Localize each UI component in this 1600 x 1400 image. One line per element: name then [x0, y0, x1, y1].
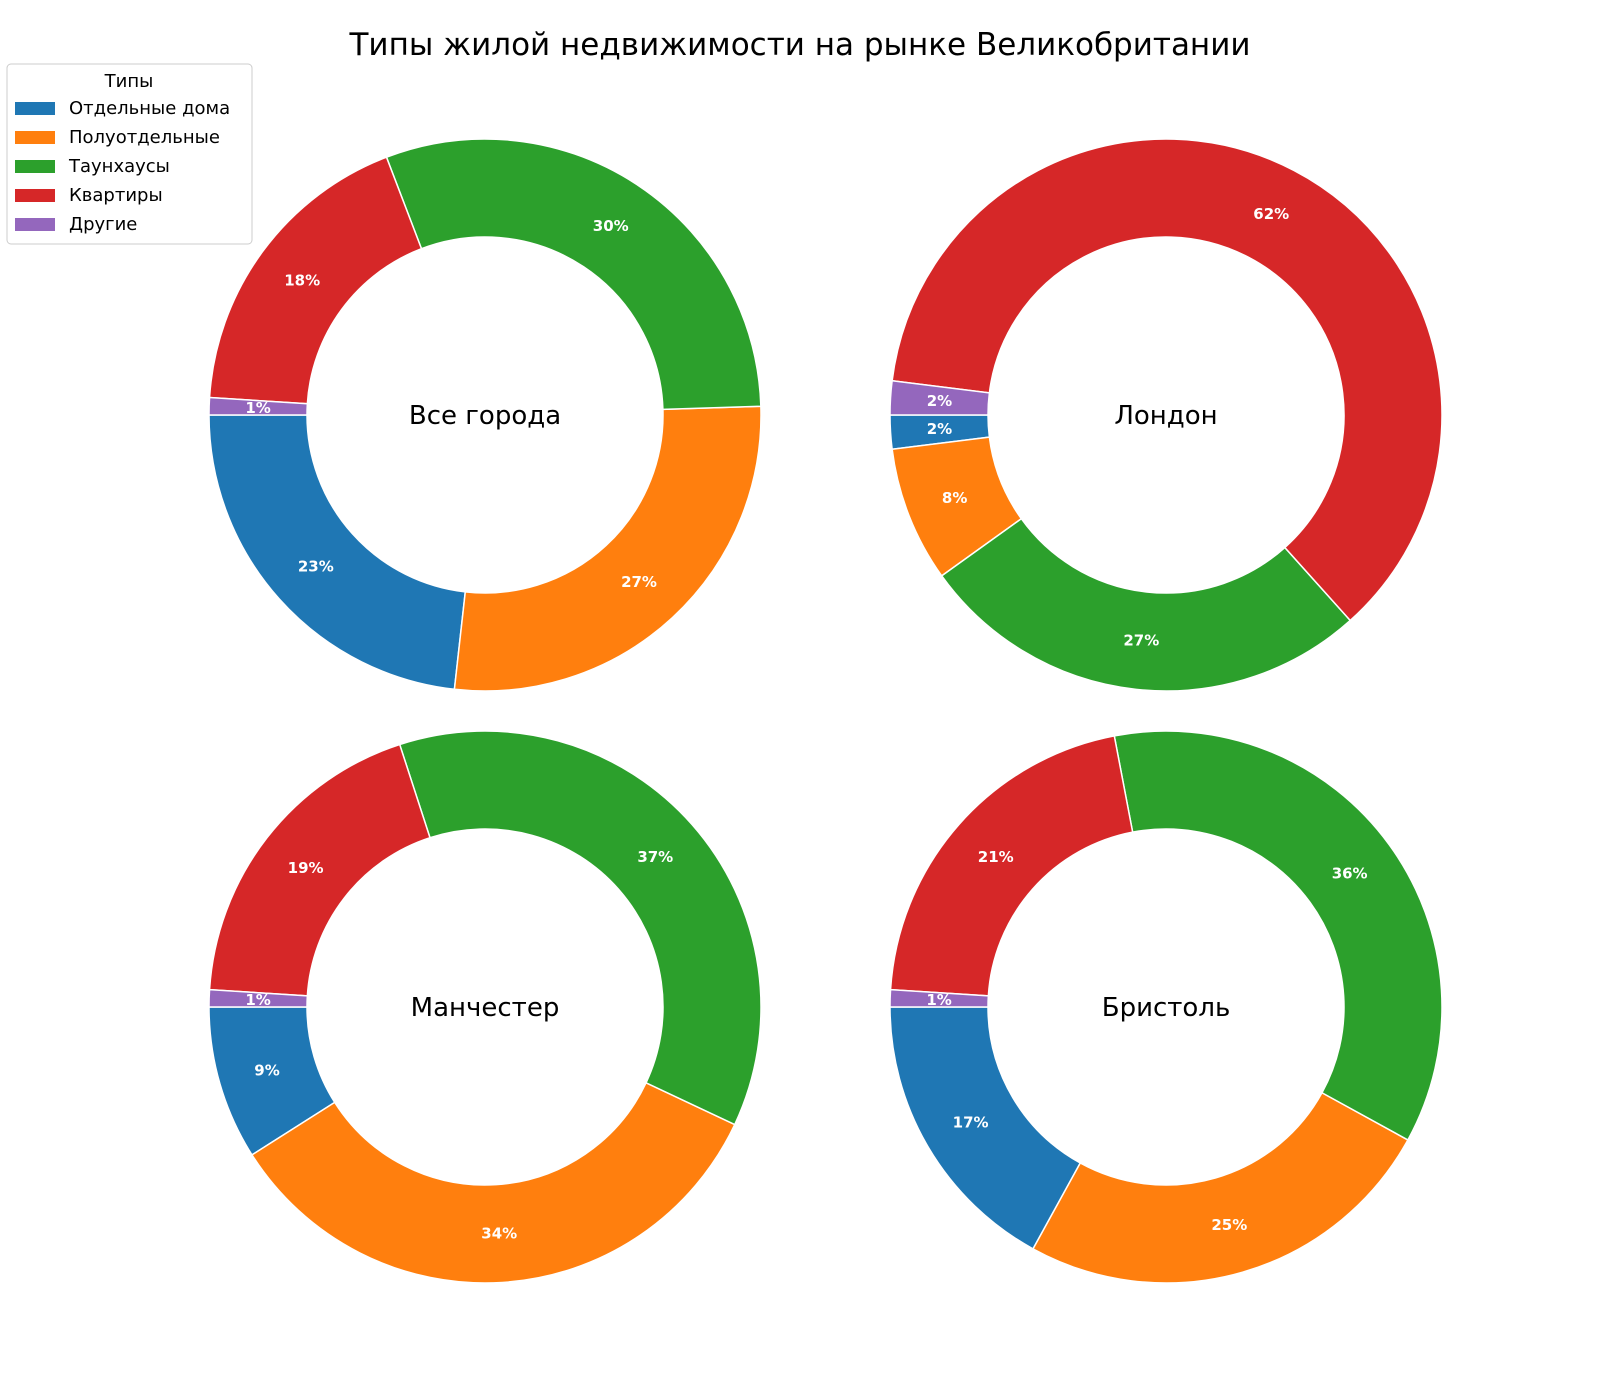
slice-percent-label: 1% — [245, 399, 270, 417]
slice-percent-label: 37% — [637, 848, 673, 866]
legend-entry-label: Полуотдельные — [69, 127, 220, 148]
legend-swatch — [15, 131, 55, 144]
slice-percent-label: 25% — [1211, 1216, 1247, 1234]
slice-percent-label: 30% — [593, 217, 629, 235]
slice-percent-label: 18% — [284, 271, 320, 289]
donut-chart: 23% 27% 30% 18% 1% Все города — [208, 138, 762, 692]
legend-entry-label: Таунхаусы — [68, 156, 170, 177]
legend-entry-label: Другие — [69, 214, 137, 235]
donut-slice — [250, 1081, 736, 1284]
slice-percent-label: 2% — [927, 392, 952, 410]
slice-percent-label: 1% — [926, 991, 951, 1009]
donut-slice — [208, 988, 309, 1008]
legend-title: Типы — [104, 71, 154, 92]
donut-slice — [208, 414, 467, 691]
slice-percent-label: 21% — [978, 848, 1014, 866]
slice-percent-label: 8% — [942, 489, 967, 507]
donut-slice — [453, 405, 762, 692]
donut-slice — [208, 396, 309, 416]
donut-slice — [889, 988, 990, 1008]
slice-percent-label: 1% — [245, 991, 270, 1009]
legend-entry-label: Квартиры — [69, 185, 163, 206]
donut-center-label: Манчестер — [411, 993, 560, 1023]
donut-center-label: Бристоль — [1102, 993, 1231, 1023]
slice-percent-label: 2% — [927, 420, 952, 438]
donut-slice — [385, 138, 762, 411]
legend: Типы Отдельные дома Полуотдельные Таунхаус… — [6, 63, 253, 245]
chart-title: Типы жилой недвижимости на рынке Великоб… — [349, 27, 1251, 63]
slice-percent-label: 27% — [621, 573, 657, 591]
donut-slice — [398, 730, 762, 1126]
slice-percent-label: 34% — [481, 1225, 517, 1243]
legend-swatch — [15, 218, 55, 231]
donut-slice — [889, 379, 991, 416]
legend-swatch — [15, 102, 55, 115]
donut-slice — [1113, 730, 1443, 1141]
slice-percent-label: 17% — [953, 1114, 989, 1132]
donut-slice — [891, 138, 1443, 622]
slice-percent-label: 62% — [1253, 205, 1289, 223]
slice-percent-label: 23% — [298, 557, 334, 575]
donut-charts: 23% 27% 30% 18% 1% Все города 2% 8% 27% 62% 2% Лонд… — [208, 138, 1443, 1284]
legend-swatch — [15, 160, 55, 173]
legend-frame — [6, 63, 253, 245]
legend-swatch — [15, 189, 55, 202]
donut-chart: 9% 34% 37% 19% 1% Манчестер — [208, 730, 762, 1284]
slice-percent-label: 19% — [288, 859, 324, 877]
donut-slice — [940, 517, 1352, 692]
slice-percent-label: 36% — [1332, 865, 1368, 883]
legend-entry-label: Отдельные дома — [69, 98, 230, 119]
donut-chart: 17% 25% 36% 21% 1% Бристоль — [889, 730, 1443, 1284]
donut-slice — [889, 735, 1134, 997]
donut-center-label: Все города — [409, 401, 561, 431]
slice-percent-label: 9% — [254, 1061, 279, 1079]
donut-slice — [1032, 1091, 1409, 1284]
donut-chart: 2% 8% 27% 62% 2% Лондон — [889, 138, 1443, 692]
slice-percent-label: 27% — [1123, 632, 1159, 650]
donut-center-label: Лондон — [1114, 401, 1217, 431]
